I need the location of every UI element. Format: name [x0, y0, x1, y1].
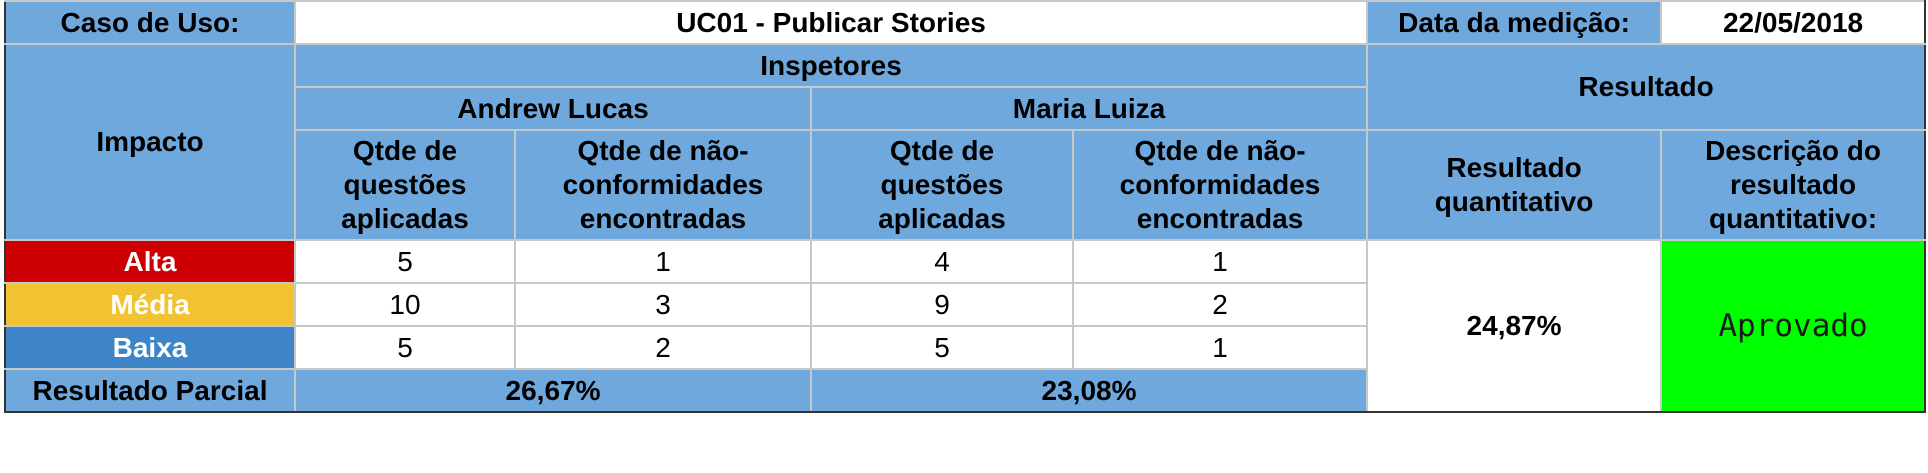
- use-case-label: Caso de Uso:: [4, 0, 296, 45]
- table-cell: 10: [294, 282, 516, 327]
- table-cell: 5: [810, 325, 1074, 370]
- maria-nonconformities-header: Qtde de não-conformidades encontradas: [1071, 129, 1369, 241]
- level-baixa: Baixa: [4, 325, 296, 370]
- impact-header: Impacto: [4, 43, 296, 241]
- table-cell: 1: [1071, 325, 1369, 370]
- level-alta: Alta: [4, 239, 296, 284]
- result-description-header: Descrição do resultado quantitativo:: [1660, 129, 1927, 241]
- inspector-name-maria: Maria Luiza: [809, 86, 1369, 131]
- table-cell: 5: [294, 239, 516, 284]
- table-cell: 2: [1071, 282, 1369, 327]
- inspectors-header: Inspetores: [293, 43, 1369, 88]
- result-header: Resultado: [1366, 43, 1927, 131]
- partial-result-maria: 23,08%: [809, 368, 1369, 413]
- quantitative-result-value: 24,87%: [1366, 239, 1663, 413]
- quantitative-result-header: Resultado quantitativo: [1366, 129, 1663, 241]
- date-label: Data da medição:: [1366, 0, 1663, 45]
- table-cell: 9: [810, 282, 1074, 327]
- maria-questions-header: Qtde de questões aplicadas: [810, 129, 1074, 241]
- use-case-value: UC01 - Publicar Stories: [293, 0, 1369, 45]
- andrew-questions-header: Qtde de questões aplicadas: [294, 129, 516, 241]
- inspector-name-andrew: Andrew Lucas: [294, 86, 812, 131]
- result-description-value: Aprovado: [1660, 239, 1927, 413]
- table-cell: 3: [514, 282, 812, 327]
- table-cell: 5: [294, 325, 516, 370]
- level-media: Média: [4, 282, 296, 327]
- table-cell: 1: [514, 239, 812, 284]
- table-cell: 4: [810, 239, 1074, 284]
- andrew-nonconformities-header: Qtde de não-conformidades encontradas: [514, 129, 812, 241]
- table-cell: 1: [1071, 239, 1369, 284]
- table-cell: 2: [514, 325, 812, 370]
- date-value: 22/05/2018: [1660, 0, 1927, 45]
- partial-result-andrew: 26,67%: [294, 368, 812, 413]
- partial-result-label: Resultado Parcial: [4, 368, 296, 413]
- evaluation-table: Caso de Uso: UC01 - Publicar Stories Dat…: [4, 0, 1927, 413]
